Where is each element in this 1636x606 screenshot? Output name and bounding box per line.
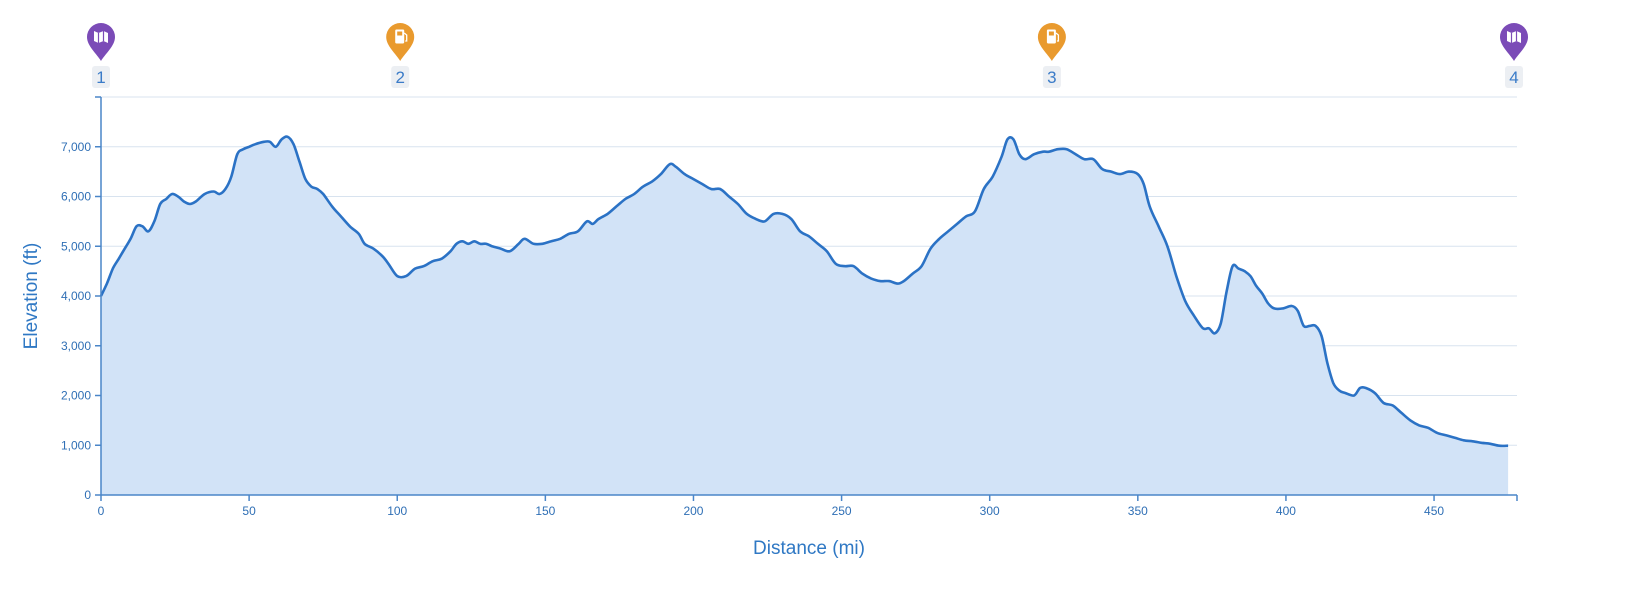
x-axis-title: Distance (mi) xyxy=(753,538,865,559)
waypoint-marker-4[interactable]: 4 xyxy=(1500,23,1528,88)
y-tick-label: 2,000 xyxy=(61,389,91,403)
y-axis-ticks: 0 1,000 2,000 3,000 4,000 5,000 6,000 7,000 xyxy=(61,96,101,502)
y-tick-label: 3,000 xyxy=(61,339,91,353)
marker-badge xyxy=(1505,66,1523,88)
map-icon xyxy=(1507,31,1521,43)
x-tick-label: 150 xyxy=(535,504,555,518)
y-tick-label: 0 xyxy=(84,488,91,502)
marker-badge xyxy=(92,66,110,88)
waypoint-marker-2[interactable]: 2 xyxy=(386,23,415,88)
x-axis-ticks: 0 50 100 150 200 250 300 350 400 450 xyxy=(98,495,1518,518)
waypoint-marker-3[interactable]: 3 xyxy=(1037,23,1066,88)
marker-label: 3 xyxy=(1047,68,1056,87)
marker-label: 2 xyxy=(395,68,404,87)
elevation-line xyxy=(99,135,1509,448)
elevation-area xyxy=(101,136,1509,495)
y-tick-label: 6,000 xyxy=(61,190,91,204)
y-axis-title: Elevation (ft) xyxy=(21,243,42,350)
x-tick-label: 0 xyxy=(98,504,105,518)
x-tick-label: 250 xyxy=(832,504,852,518)
x-tick-label: 100 xyxy=(387,504,407,518)
y-tick-label: 4,000 xyxy=(61,289,91,303)
x-tick-label: 50 xyxy=(242,504,256,518)
x-tick-label: 400 xyxy=(1276,504,1296,518)
fuel-icon xyxy=(395,29,408,44)
waypoint-markers: 1 2 3 4 xyxy=(87,23,1528,88)
waypoint-marker-1[interactable]: 1 xyxy=(87,23,115,88)
marker-badge xyxy=(1042,66,1061,88)
x-tick-label: 300 xyxy=(980,504,1000,518)
fuel-icon xyxy=(1046,29,1060,44)
y-tick-label: 1,000 xyxy=(61,438,91,452)
x-tick-label: 200 xyxy=(683,504,703,518)
map-icon xyxy=(94,31,108,43)
marker-badge xyxy=(391,66,410,88)
x-tick-label: 450 xyxy=(1424,504,1444,518)
y-tick-label: 7,000 xyxy=(61,140,91,154)
x-tick-label: 350 xyxy=(1128,504,1148,518)
marker-label: 4 xyxy=(1509,68,1518,87)
marker-label: 1 xyxy=(96,68,105,87)
y-tick-label: 5,000 xyxy=(61,239,91,253)
